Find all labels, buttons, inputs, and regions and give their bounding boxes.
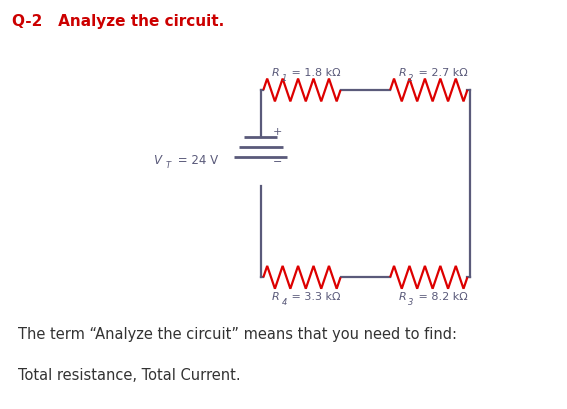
Text: = 8.2 kΩ: = 8.2 kΩ — [415, 291, 468, 301]
Text: The term “Analyze the circuit” means that you need to find:: The term “Analyze the circuit” means tha… — [18, 326, 457, 342]
Text: V: V — [153, 153, 161, 166]
Text: = 3.3 kΩ: = 3.3 kΩ — [288, 291, 341, 301]
Text: 2: 2 — [408, 74, 414, 83]
Text: 4: 4 — [282, 297, 287, 306]
Text: T: T — [165, 160, 170, 169]
Text: Total resistance, Total Current.: Total resistance, Total Current. — [18, 367, 240, 382]
Text: R: R — [399, 291, 406, 301]
Text: = 1.8 kΩ: = 1.8 kΩ — [288, 67, 341, 77]
Text: Q-2   Analyze the circuit.: Q-2 Analyze the circuit. — [12, 13, 225, 29]
Text: = 2.7 kΩ: = 2.7 kΩ — [415, 67, 468, 77]
Text: 3: 3 — [408, 297, 414, 306]
Text: −: − — [273, 157, 282, 167]
Text: R: R — [272, 291, 280, 301]
Text: 1: 1 — [282, 74, 287, 83]
Text: R: R — [272, 67, 280, 77]
Text: = 24 V: = 24 V — [174, 153, 218, 166]
Text: +: + — [273, 126, 282, 136]
Text: R: R — [399, 67, 406, 77]
